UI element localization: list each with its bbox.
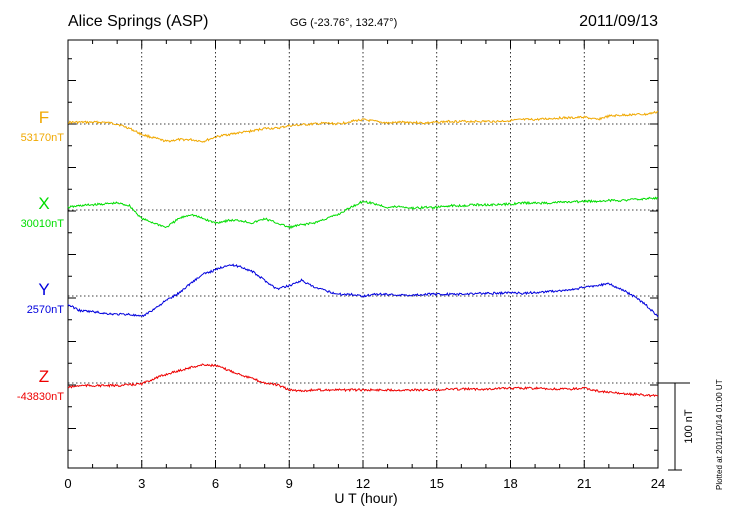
- series-line-f: [67, 110, 659, 143]
- series-line-y: [67, 263, 659, 318]
- series-baseline-x: 30010nT: [21, 218, 65, 230]
- grid-lines: [68, 40, 658, 468]
- station-coordinates: GG (-23.76°, 132.47°): [290, 17, 397, 29]
- series-name-f: F: [39, 108, 49, 127]
- plot-date: 2011/09/13: [579, 13, 658, 30]
- plotted-note: Plotted at 2011/10/14 01:00 UT: [715, 379, 724, 490]
- series-lines: [67, 110, 659, 398]
- series-line-x: [67, 196, 659, 230]
- series-baseline-y: 2570nT: [27, 304, 65, 316]
- x-tick-label: 21: [577, 476, 591, 491]
- series-name-x: X: [38, 194, 49, 213]
- x-tick-label: 0: [64, 476, 71, 491]
- x-tick-label: 24: [651, 476, 665, 491]
- x-tick-label: 9: [286, 476, 293, 491]
- series-name-y: Y: [38, 280, 49, 299]
- scale-bar-label: 100 nT: [683, 409, 695, 444]
- station-title: Alice Springs (ASP): [68, 13, 209, 30]
- series-name-z: Z: [39, 367, 49, 386]
- series-baseline-z: -43830nT: [17, 391, 64, 403]
- x-axis-ticks: 0 3 6 9 12 15 18 21 24: [64, 40, 665, 491]
- x-tick-label: 3: [138, 476, 145, 491]
- series-line-z: [68, 363, 659, 398]
- series-baseline-f: 53170nT: [21, 132, 65, 144]
- scale-bar: 100 nT: [658, 382, 695, 471]
- x-axis-label: U T (hour): [334, 490, 397, 506]
- x-tick-label: 6: [212, 476, 219, 491]
- x-tick-label: 18: [503, 476, 517, 491]
- x-tick-label: 15: [430, 476, 444, 491]
- x-tick-label: 12: [356, 476, 370, 491]
- y-axis-ticks: [68, 58, 658, 451]
- series-labels: F 53170nT X 30010nT Y 2570nT Z -43830nT: [17, 108, 64, 403]
